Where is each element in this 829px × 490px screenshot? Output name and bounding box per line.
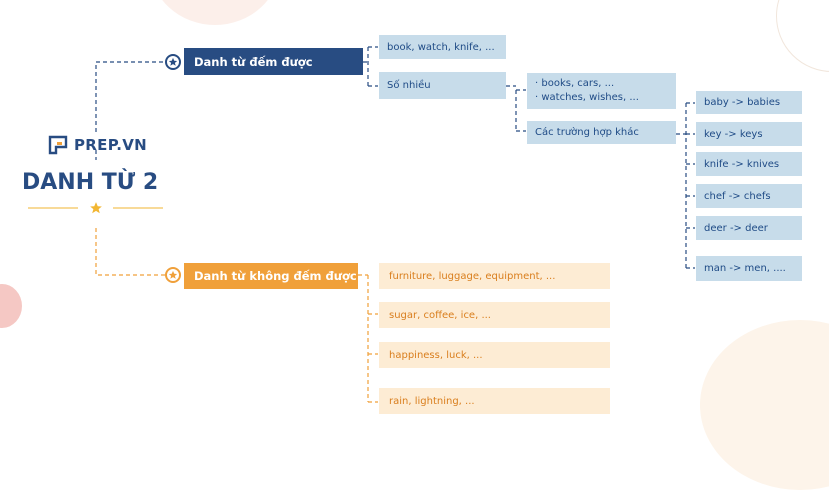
star-icon <box>90 202 102 214</box>
special-case-item: knife -> knives <box>696 152 802 176</box>
uncountable-example: sugar, coffee, ice, ... <box>379 302 610 328</box>
special-case-item: key -> keys <box>696 122 802 146</box>
special-case-item: deer -> deer <box>696 216 802 240</box>
plural-regular-item: · books, cars, ... <box>535 78 615 89</box>
uncountable-star-badge <box>165 267 181 283</box>
countable-star-badge <box>165 54 181 70</box>
logo-text: PREP.VN <box>74 136 147 154</box>
prep-logo-icon <box>48 135 68 155</box>
plural-regular-item: · watches, wishes, ... <box>535 92 639 103</box>
uncountable-noun-node: Danh từ không đếm được <box>184 263 358 289</box>
uncountable-example: rain, lightning, ... <box>379 388 610 414</box>
special-case-item: baby -> babies <box>696 91 802 114</box>
special-cases-node: Các trường hợp khác <box>527 121 676 144</box>
countable-noun-node: Danh từ đếm được <box>184 48 363 75</box>
special-case-item: chef -> chefs <box>696 184 802 208</box>
uncountable-example: furniture, luggage, equipment, ... <box>379 263 610 289</box>
special-case-item: man -> men, .... <box>696 256 802 281</box>
logo: PREP.VN <box>48 135 147 155</box>
star-icon <box>168 57 178 66</box>
star-icon <box>168 270 178 279</box>
page-title: DANH TỪ 2 <box>22 170 159 195</box>
uncountable-example: happiness, luck, ... <box>379 342 610 368</box>
connector-lines <box>28 46 695 403</box>
plural-node: Số nhiều <box>379 72 506 99</box>
plural-regular-box: · books, cars, ... · watches, wishes, ..… <box>527 73 676 109</box>
decor-blob-left <box>0 284 22 328</box>
countable-example: book, watch, knife, ... <box>379 35 506 59</box>
